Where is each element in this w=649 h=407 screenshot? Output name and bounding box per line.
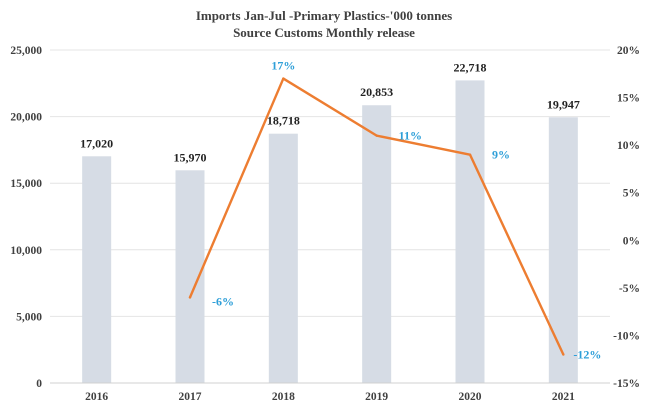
y-left-tick-label: 15,000 (10, 178, 42, 190)
gridlines (50, 49, 610, 384)
x-tick-label: 2019 (365, 391, 388, 403)
y-right-tick-label: -10% (613, 330, 640, 342)
x-tick-label: 2018 (272, 391, 295, 403)
bar (268, 133, 298, 383)
line-value-label: 11% (399, 129, 422, 143)
line-point (468, 153, 472, 156)
bar (548, 117, 578, 383)
line-value-label: -6% (212, 294, 234, 308)
bar-series (82, 80, 578, 383)
chart-title: Imports Jan-Jul -Primary Plastics-'000 t… (196, 8, 452, 23)
data-labels: 17,020 15,970 18,718 20,853 22,718 19,947 -6% 1… (80, 59, 601, 362)
bar (362, 105, 392, 383)
y-right-tick-label: 5% (623, 188, 640, 200)
line-point (188, 296, 192, 299)
bar-value-label: 20,853 (360, 85, 393, 99)
bar-value-label: 18,718 (267, 114, 300, 128)
y-right-tick-label: -15% (613, 378, 640, 390)
bar-value-label: 17,020 (80, 136, 113, 150)
chart-subtitle: Source Customs Monthly release (233, 25, 415, 40)
bar-value-label: 22,718 (454, 60, 487, 74)
x-tick-label: 2020 (459, 391, 482, 403)
line-value-label: 17% (271, 59, 295, 73)
bar-value-label: 15,970 (174, 150, 207, 164)
x-tick-label: 2021 (552, 391, 575, 403)
line-value-label: -12% (573, 347, 601, 361)
line-point (375, 134, 378, 137)
bar (175, 170, 205, 383)
bar (455, 80, 485, 383)
y-left-tick-label: 25,000 (10, 45, 42, 57)
y-right-tick-label: -5% (619, 283, 640, 295)
axes: 0 5,000 10,000 15,000 20,000 25,000 -15% -10% -5… (10, 45, 640, 403)
line-point (562, 353, 565, 356)
bar (82, 156, 112, 383)
line-series (188, 77, 565, 356)
y-left-tick-label: 20,000 (10, 112, 42, 124)
bar-value-label: 19,947 (547, 97, 580, 111)
line-value-label: 9% (492, 148, 510, 162)
y-right-tick-label: 15% (617, 93, 640, 105)
y-right-tick-label: 20% (617, 45, 640, 57)
y-left-tick-label: 5,000 (16, 311, 42, 323)
x-tick-label: 2016 (85, 391, 108, 403)
line-point (282, 77, 285, 80)
y-left-tick-label: 0 (36, 378, 42, 390)
x-tick-label: 2017 (179, 391, 202, 403)
y-left-tick-label: 10,000 (10, 245, 42, 257)
y-right-tick-label: 10% (617, 140, 640, 152)
y-right-tick-label: 0% (623, 235, 640, 247)
